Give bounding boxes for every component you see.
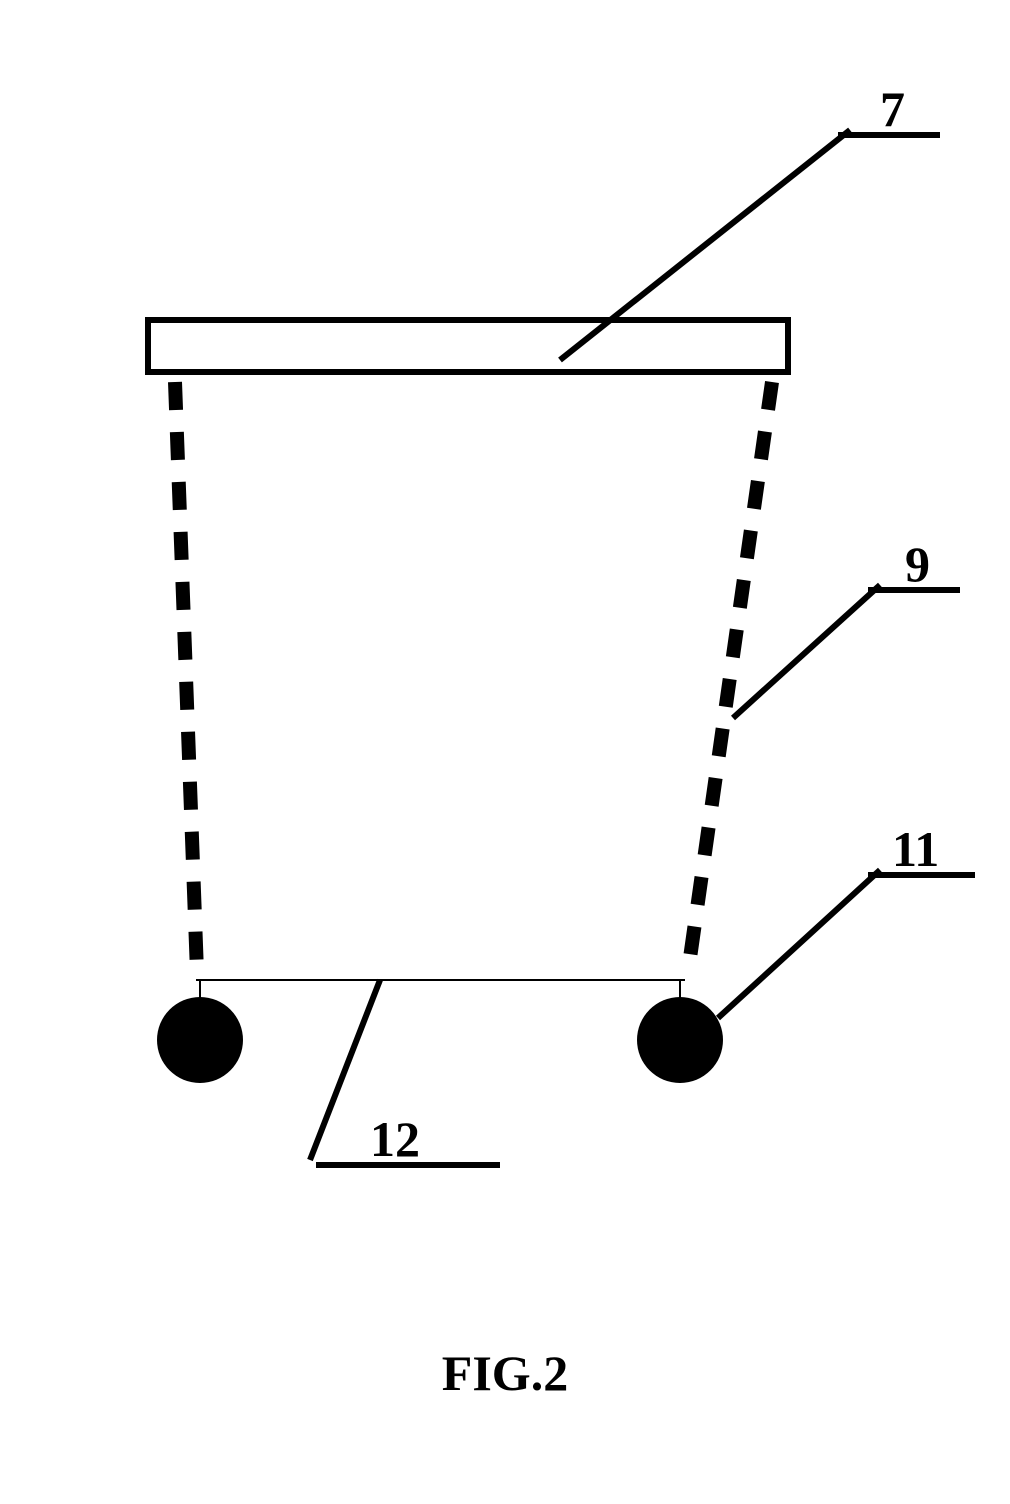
callout-label-7: 7	[880, 81, 905, 137]
wheel-right	[637, 997, 723, 1083]
figure-caption: FIG.2	[442, 1345, 568, 1401]
top-bar-part-7	[148, 320, 788, 372]
diagram-background	[0, 0, 1010, 1504]
wheel-left	[157, 997, 243, 1083]
callout-label-11: 11	[892, 821, 939, 877]
callout-label-12: 12	[370, 1111, 420, 1167]
callout-label-9: 9	[905, 536, 930, 592]
